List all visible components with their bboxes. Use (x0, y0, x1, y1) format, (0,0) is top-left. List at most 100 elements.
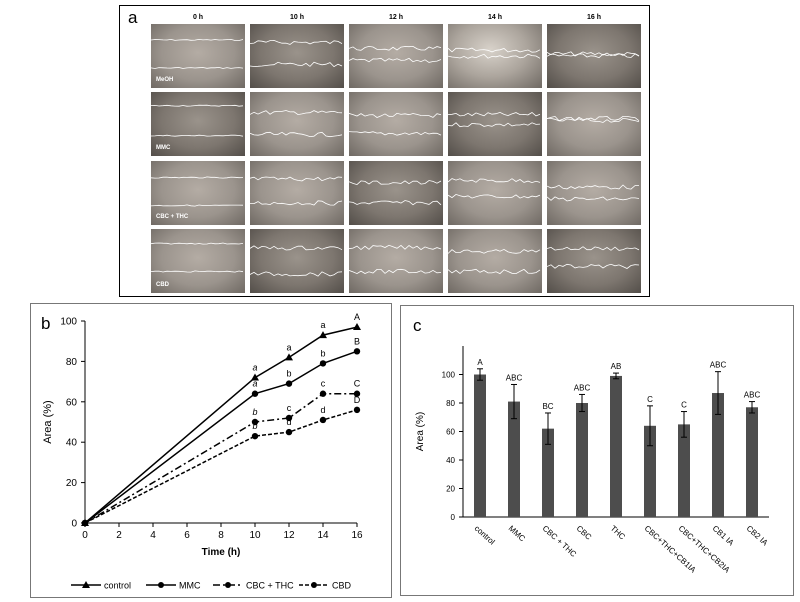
micrograph-cell (448, 24, 542, 88)
legend-marker (225, 582, 231, 588)
data-point (81, 519, 89, 527)
y-tick-label: 0 (451, 513, 456, 522)
wound-edge-svg (250, 110, 343, 138)
wound-edge-svg (547, 51, 640, 59)
micrograph-cell (547, 92, 641, 156)
time-label: 14 h (487, 14, 502, 21)
micrograph-cell (547, 24, 641, 88)
series-line (84, 326, 358, 524)
wound-edge-line (250, 271, 343, 277)
data-point (251, 390, 259, 397)
category-label: THC (609, 524, 627, 542)
bar (508, 401, 520, 517)
category-label: CBC (575, 524, 594, 542)
time-label: 12 h (388, 14, 403, 21)
wound-edge-line (250, 245, 343, 251)
wound-edge-line (250, 176, 343, 182)
wound-edge-svg (151, 104, 244, 137)
row-label: MMC (156, 145, 171, 151)
significance-letter: ABC (710, 361, 727, 370)
wound-edge-svg (349, 180, 442, 206)
wound-edge-line (151, 242, 244, 245)
data-label: b (286, 369, 291, 379)
y-tick-label: 80 (66, 357, 78, 368)
data-point (285, 380, 293, 387)
row-label: CBD (156, 282, 169, 288)
wound-edge-svg (547, 184, 640, 202)
significance-letter: ABC (506, 373, 523, 382)
data-point (353, 348, 361, 355)
y-tick-label: 20 (66, 478, 78, 489)
micrograph-cell (349, 161, 443, 225)
data-point (319, 416, 327, 424)
x-tick-label: 2 (116, 530, 122, 541)
y-tick-label: 80 (446, 399, 455, 408)
data-point (285, 353, 293, 361)
bar (678, 424, 690, 517)
bar (644, 425, 656, 517)
data-point (285, 414, 293, 422)
x-tick-label: 8 (218, 530, 224, 541)
micrograph-cell (349, 24, 443, 88)
data-label: b (252, 421, 257, 431)
data-point (319, 331, 327, 339)
data-label: b (320, 348, 325, 358)
data-point (319, 360, 327, 367)
significance-letter: BC (542, 402, 553, 411)
wound-edge-svg (448, 47, 541, 59)
data-label: a (252, 363, 257, 373)
y-tick-label: 20 (446, 485, 455, 494)
data-label: a (286, 342, 291, 352)
wound-edge-svg (448, 111, 541, 128)
micrograph-cell: MMC (151, 92, 245, 156)
y-tick-label: 40 (66, 438, 78, 449)
x-axis-label: Time (h) (202, 547, 241, 558)
significance-letter: A (477, 358, 483, 367)
time-label: 16 h (586, 14, 601, 21)
wound-edge-svg (151, 38, 244, 69)
x-tick-label: 6 (184, 530, 190, 541)
micrograph-cell (349, 92, 443, 156)
y-tick-label: 40 (446, 456, 455, 465)
wound-edge-line (547, 117, 640, 123)
wound-edge-svg (547, 115, 640, 123)
legend-marker (158, 582, 164, 588)
wound-edge-line (448, 53, 541, 59)
legend-label: CBC + THC (246, 581, 294, 591)
micrograph-cell: CBC + THC (151, 161, 245, 225)
panel-b-letter: b (41, 314, 51, 333)
data-label: a (252, 379, 257, 389)
data-point (251, 418, 259, 426)
wound-edge-line (448, 122, 541, 128)
wound-edge-line (151, 104, 244, 107)
data-point (353, 323, 361, 331)
wound-edge-line (151, 204, 244, 207)
x-tick-label: 16 (351, 530, 363, 541)
significance-letter: C (647, 395, 653, 404)
data-label: a (320, 320, 325, 330)
micrograph-cell (250, 161, 344, 225)
wound-edge-line (151, 176, 244, 179)
wound-edge-line (349, 57, 442, 63)
wound-edge-line (448, 193, 541, 199)
wound-edge-line (250, 200, 343, 206)
data-label: d (320, 405, 325, 415)
micrograph-cell (250, 229, 344, 293)
significance-letter: C (681, 401, 687, 410)
data-label: c (287, 403, 292, 413)
wound-edge-line (349, 268, 442, 275)
panel-c-letter: c (413, 316, 422, 335)
category-label: CB1 IA (711, 524, 736, 548)
significance-letter: ABC (744, 391, 761, 400)
micrograph-cell (250, 92, 344, 156)
micrograph-cell (448, 229, 542, 293)
significance-letter: ABC (574, 383, 591, 392)
row-label: CBC + THC (156, 214, 189, 220)
category-label: CBC + THC (541, 524, 579, 559)
y-tick-label: 100 (442, 371, 456, 380)
data-label: B (354, 336, 360, 346)
wound-edge-svg (349, 244, 442, 275)
data-point (319, 390, 327, 397)
data-point (353, 406, 361, 414)
